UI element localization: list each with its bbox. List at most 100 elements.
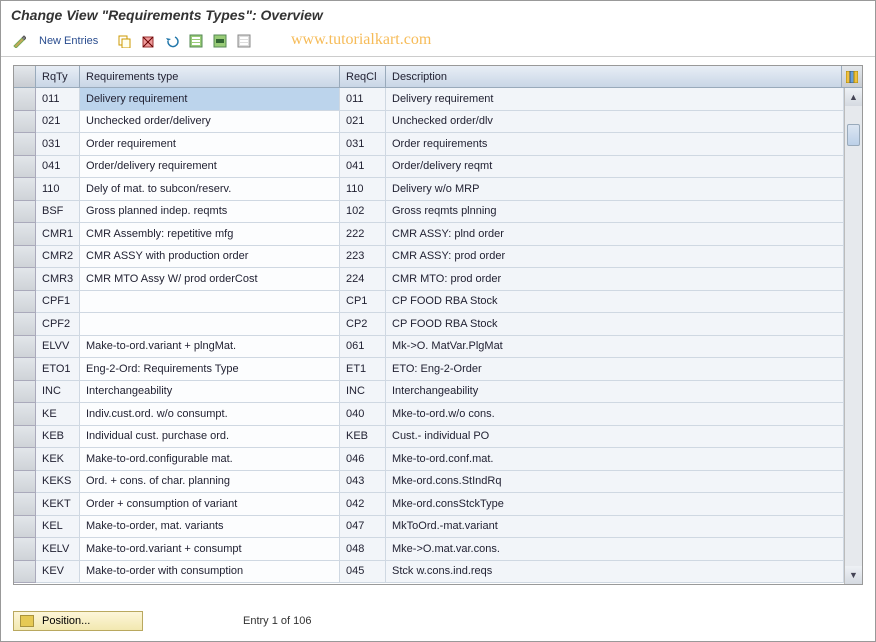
cell-requirements-type[interactable]: Delivery requirement [80,88,340,111]
cell-description: CP FOOD RBA Stock [386,313,844,336]
column-reqcl[interactable]: ReqCl [340,66,386,87]
row-selector[interactable] [14,561,36,584]
cell-rqty: BSF [36,201,80,224]
delete-icon[interactable] [138,32,158,50]
row-selector[interactable] [14,133,36,156]
cell-description: Stck w.cons.ind.reqs [386,561,844,584]
position-button[interactable]: Position... [13,611,143,631]
row-selector[interactable] [14,538,36,561]
table-row[interactable]: KEKTOrder + consumption of variant042Mke… [14,493,862,516]
copy-icon[interactable] [114,32,134,50]
table-row[interactable]: CPF2CP2CP FOOD RBA Stock [14,313,862,336]
row-selector[interactable] [14,381,36,404]
cell-requirements-type[interactable]: Individual cust. purchase ord. [80,426,340,449]
cell-requirements-type[interactable]: Make-to-ord.variant + consumpt [80,538,340,561]
row-selector[interactable] [14,516,36,539]
table-row[interactable]: KEBIndividual cust. purchase ord.KEBCust… [14,426,862,449]
row-selector[interactable] [14,178,36,201]
table-row[interactable]: BSFGross planned indep. reqmts102Gross r… [14,201,862,224]
cell-requirements-type[interactable]: Make-to-order, mat. variants [80,516,340,539]
row-selector[interactable] [14,291,36,314]
undo-icon[interactable] [162,32,182,50]
row-selector[interactable] [14,358,36,381]
table-row[interactable]: KELVMake-to-ord.variant + consumpt048Mke… [14,538,862,561]
row-selector[interactable] [14,336,36,359]
table-row[interactable]: 041Order/delivery requirement041Order/de… [14,156,862,179]
table-row[interactable]: 011Delivery requirement011Delivery requi… [14,88,862,111]
table-row[interactable]: CMR1CMR Assembly: repetitive mfg222CMR A… [14,223,862,246]
cell-description: Mke->O.mat.var.cons. [386,538,844,561]
column-requirements-type[interactable]: Requirements type [80,66,340,87]
cell-requirements-type[interactable]: Dely of mat. to subcon/reserv. [80,178,340,201]
cell-requirements-type[interactable] [80,291,340,314]
cell-requirements-type[interactable]: Unchecked order/delivery [80,111,340,134]
table-row[interactable]: CMR2CMR ASSY with production order223CMR… [14,246,862,269]
cell-description: Order/delivery reqmt [386,156,844,179]
cell-requirements-type[interactable]: Eng-2-Ord: Requirements Type [80,358,340,381]
table-row[interactable]: KEVMake-to-order with consumption045Stck… [14,561,862,584]
new-entries-button[interactable]: New Entries [33,33,104,49]
column-rqty[interactable]: RqTy [36,66,80,87]
cell-requirements-type[interactable]: Indiv.cust.ord. w/o consumpt. [80,403,340,426]
cell-requirements-type[interactable]: Ord. + cons. of char. planning [80,471,340,494]
table-row[interactable]: 021Unchecked order/delivery021Unchecked … [14,111,862,134]
cell-reqcl: 223 [340,246,386,269]
row-selector[interactable] [14,493,36,516]
row-selector[interactable] [14,448,36,471]
select-block-icon[interactable] [210,32,230,50]
cell-rqty: 011 [36,88,80,111]
table-row[interactable]: CMR3CMR MTO Assy W/ prod orderCost224CMR… [14,268,862,291]
cell-description: CP FOOD RBA Stock [386,291,844,314]
row-selector[interactable] [14,313,36,336]
cell-requirements-type[interactable]: CMR MTO Assy W/ prod orderCost [80,268,340,291]
cell-rqty: KEKT [36,493,80,516]
cell-description: Order requirements [386,133,844,156]
row-selector[interactable] [14,268,36,291]
table-row[interactable]: KELMake-to-order, mat. variants047MkToOr… [14,516,862,539]
row-selector[interactable] [14,156,36,179]
row-selector[interactable] [14,246,36,269]
row-selector[interactable] [14,111,36,134]
cell-description: ETO: Eng-2-Order [386,358,844,381]
cell-requirements-type[interactable]: Make-to-ord.configurable mat. [80,448,340,471]
deselect-all-icon[interactable] [234,32,254,50]
vertical-scrollbar[interactable]: ▲ ▼ [844,88,862,584]
cell-reqcl: 222 [340,223,386,246]
cell-requirements-type[interactable]: Order + consumption of variant [80,493,340,516]
cell-rqty: KEKS [36,471,80,494]
pencil-toggle-icon[interactable] [9,32,29,50]
table-row[interactable]: KEKMake-to-ord.configurable mat.046Mke-t… [14,448,862,471]
row-selector[interactable] [14,201,36,224]
scroll-up-icon[interactable]: ▲ [845,88,862,106]
cell-requirements-type[interactable]: CMR Assembly: repetitive mfg [80,223,340,246]
cell-requirements-type[interactable] [80,313,340,336]
cell-requirements-type[interactable]: Make-to-order with consumption [80,561,340,584]
table-row[interactable]: INCInterchangeabilityINCInterchangeabili… [14,381,862,404]
table-row[interactable]: 110Dely of mat. to subcon/reserv.110Deli… [14,178,862,201]
row-selector[interactable] [14,223,36,246]
table-row[interactable]: ETO1Eng-2-Ord: Requirements TypeET1ETO: … [14,358,862,381]
row-selector[interactable] [14,403,36,426]
column-description[interactable]: Description [386,66,842,87]
table-row[interactable]: CPF1CP1CP FOOD RBA Stock [14,291,862,314]
cell-requirements-type[interactable]: Interchangeability [80,381,340,404]
cell-requirements-type[interactable]: CMR ASSY with production order [80,246,340,269]
row-selector[interactable] [14,471,36,494]
row-selector[interactable] [14,426,36,449]
scroll-thumb[interactable] [847,124,860,146]
cell-requirements-type[interactable]: Make-to-ord.variant + plngMat. [80,336,340,359]
cell-requirements-type[interactable]: Gross planned indep. reqmts [80,201,340,224]
select-all-icon[interactable] [186,32,206,50]
cell-reqcl: 040 [340,403,386,426]
scroll-down-icon[interactable]: ▼ [845,566,862,584]
table-row[interactable]: ELVVMake-to-ord.variant + plngMat.061Mk-… [14,336,862,359]
cell-requirements-type[interactable]: Order/delivery requirement [80,156,340,179]
table-row[interactable]: 031Order requirement031Order requirement… [14,133,862,156]
table-row[interactable]: KEIndiv.cust.ord. w/o consumpt.040Mke-to… [14,403,862,426]
config-columns-icon[interactable] [842,66,862,87]
select-all-column[interactable] [14,66,36,87]
cell-reqcl: 047 [340,516,386,539]
table-row[interactable]: KEKSOrd. + cons. of char. planning043Mke… [14,471,862,494]
cell-requirements-type[interactable]: Order requirement [80,133,340,156]
row-selector[interactable] [14,88,36,111]
